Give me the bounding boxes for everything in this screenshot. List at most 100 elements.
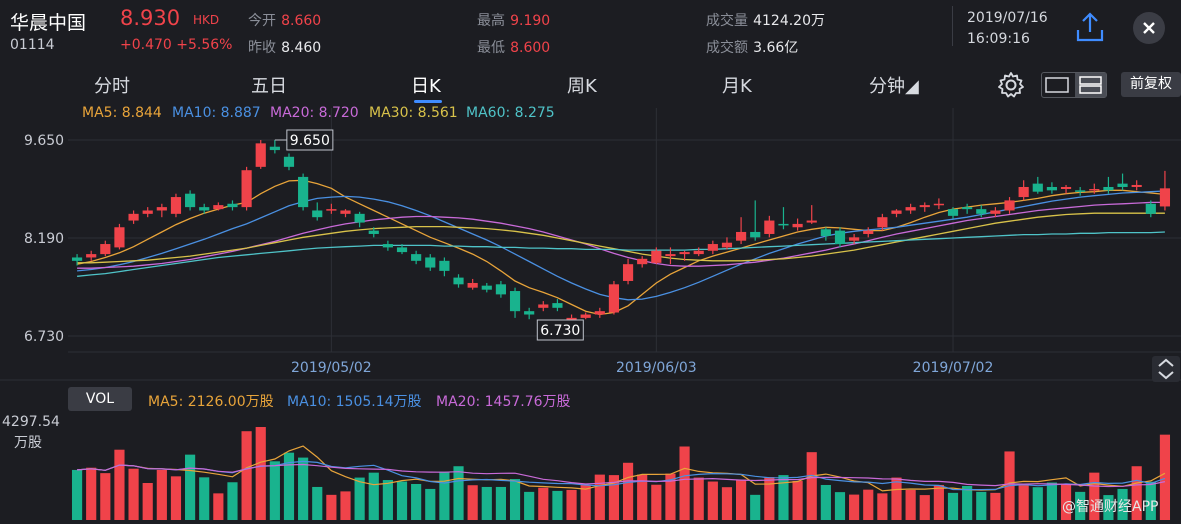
volume-bar <box>736 479 747 520</box>
open-stat: 今开 8.660 <box>248 10 321 30</box>
ma60-line <box>77 231 1165 277</box>
candle <box>976 205 987 218</box>
volume-bar <box>326 494 337 520</box>
volume-bar <box>185 454 196 520</box>
candle-body <box>156 207 167 211</box>
candle <box>608 280 620 315</box>
candle-body <box>891 210 902 214</box>
candle-body <box>382 244 393 248</box>
volume-bar <box>594 474 605 520</box>
volume-bar <box>128 468 139 520</box>
candle-body <box>721 242 733 248</box>
candle-body <box>100 244 111 255</box>
candle-body <box>142 210 153 214</box>
candles <box>71 140 1171 324</box>
candle <box>1089 183 1100 194</box>
tab-weekly-k[interactable]: 周K <box>567 76 597 97</box>
candle <box>467 278 478 290</box>
turnover-label: 成交额 <box>706 40 748 56</box>
last-price: 8.930 <box>120 6 181 30</box>
candle-body <box>439 260 450 271</box>
candle-body <box>707 244 718 251</box>
volume-bar <box>834 492 846 520</box>
candle-body <box>269 146 280 151</box>
open-label: 今开 <box>248 13 276 29</box>
candle <box>905 203 916 214</box>
tab-five-day[interactable]: 五日 <box>251 76 287 97</box>
candle <box>425 254 436 271</box>
currency: HKD <box>193 13 220 27</box>
candle-body <box>1103 186 1114 191</box>
candle-body <box>524 311 535 315</box>
vol-indicator-button[interactable]: VOL <box>68 387 132 411</box>
volume-bar <box>1089 472 1100 520</box>
candle <box>552 299 563 312</box>
candle <box>580 312 591 320</box>
candle <box>495 280 506 298</box>
volume-bar <box>707 481 718 520</box>
candle <box>227 200 238 211</box>
volume-bar <box>312 486 323 520</box>
candle-body <box>199 207 210 211</box>
tab-intraday[interactable]: 分时 <box>94 76 130 97</box>
candle <box>778 207 789 230</box>
share-icon-glyph <box>1076 12 1104 42</box>
candle <box>849 233 860 245</box>
volume-bar <box>891 477 902 520</box>
candle <box>693 247 704 257</box>
settings-button[interactable] <box>996 70 1026 100</box>
candle <box>877 213 888 231</box>
volume-bar <box>170 476 182 520</box>
volume-bar <box>976 491 987 520</box>
layout-toggle[interactable] <box>1041 72 1107 98</box>
candle <box>1103 176 1114 194</box>
candle-body <box>679 252 690 255</box>
candle-body <box>693 250 704 255</box>
share-icon[interactable] <box>1074 10 1106 44</box>
candle <box>509 287 521 318</box>
adjust-button[interactable]: 前复权 <box>1121 72 1181 97</box>
price-tick-label: 6.730 <box>24 329 64 345</box>
date-axis: 2019/05/02 2019/06/03 2019/07/02 <box>291 360 993 376</box>
candle <box>891 209 902 218</box>
candle <box>947 207 959 219</box>
volume-bar <box>1018 484 1029 520</box>
candle <box>990 207 1001 218</box>
candle <box>199 203 210 214</box>
volume-bar <box>622 462 634 520</box>
candle-body <box>834 230 846 245</box>
volume-bar <box>1075 491 1086 520</box>
volume-bar <box>298 457 309 520</box>
close-button[interactable] <box>1133 12 1165 44</box>
candle-body <box>552 303 563 308</box>
quote-date: 2019/07/16 <box>967 10 1048 26</box>
volume-bar <box>396 481 408 520</box>
candle-body <box>849 237 860 241</box>
volume-bar <box>241 431 252 520</box>
volume-bar <box>1032 487 1043 520</box>
tab-monthly-k[interactable]: 月K <box>722 76 752 97</box>
volume-bar <box>905 489 916 520</box>
tab-minute[interactable]: 分钟◢ <box>869 76 919 97</box>
candle <box>128 210 139 224</box>
candle-body <box>255 143 266 167</box>
watermark: @智通财经APP <box>1062 499 1159 515</box>
candle <box>283 153 295 171</box>
candle-body <box>1060 186 1072 189</box>
candle-body <box>453 277 464 285</box>
volume-bar <box>665 473 676 520</box>
candle-body <box>354 213 365 223</box>
candle-body <box>594 311 605 315</box>
tab-daily-k[interactable]: 日K <box>411 76 441 97</box>
candle <box>820 227 831 241</box>
volume-bar <box>608 475 620 520</box>
change-percent: +5.56% <box>176 37 233 53</box>
expand-button[interactable] <box>1152 356 1180 382</box>
low-stat: 最低 8.600 <box>477 37 550 57</box>
volume-bar <box>509 479 521 520</box>
ma30-legend: MA30: 8.561 <box>369 105 458 121</box>
volume-bar <box>947 492 959 520</box>
price-tick-label: 8.190 <box>24 231 64 247</box>
volume-bar <box>962 485 973 520</box>
